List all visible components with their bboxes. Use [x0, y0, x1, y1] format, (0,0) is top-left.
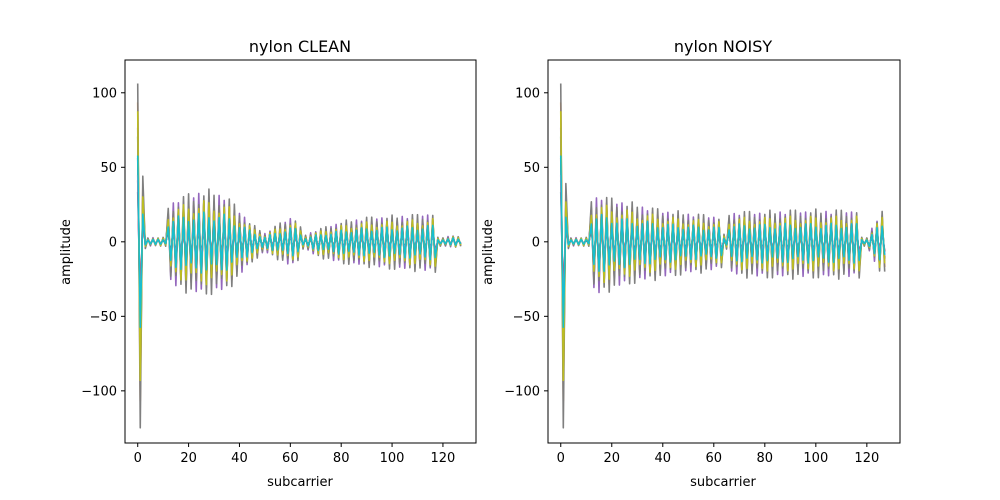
series-line-9	[136, 155, 462, 329]
y-tick-label: −50	[90, 310, 117, 325]
x-tick-label: 120	[431, 451, 456, 466]
x-tick-label: 60	[282, 451, 299, 466]
x-axis-label: subcarrier	[267, 475, 333, 490]
x-axis-label: subcarrier	[690, 475, 756, 490]
x-tick-label: 100	[380, 451, 405, 466]
axis-ticks: 0 20 40 60 80 100 120 −100 −50 0 50 100	[504, 86, 879, 466]
x-tick-label: 100	[803, 451, 828, 466]
series-lines	[559, 83, 886, 429]
y-tick-label: −50	[513, 310, 540, 325]
series-lines	[136, 83, 462, 429]
series-line-9	[559, 155, 886, 329]
chart-panel-noisy: nylon NOISY 0 20 40 60 80 100 120 −100 −50 0 50 100…	[481, 37, 901, 490]
chart-title: nylon CLEAN	[249, 37, 351, 56]
x-tick-label: 0	[134, 451, 142, 466]
x-tick-label: 20	[180, 451, 197, 466]
x-tick-label: 0	[557, 451, 565, 466]
x-tick-label: 80	[757, 451, 774, 466]
x-tick-label: 80	[333, 451, 350, 466]
plot-frame	[124, 59, 477, 444]
y-tick-label: 0	[109, 235, 117, 250]
y-tick-label: −100	[504, 384, 540, 399]
axis-ticks: 0 20 40 60 80 100 120 −100 −50 0 50 100	[81, 86, 455, 466]
y-axis-label: amplitude	[481, 219, 496, 285]
y-tick-label: 100	[515, 86, 540, 101]
x-tick-label: 20	[603, 451, 620, 466]
y-tick-label: 0	[532, 235, 540, 250]
x-tick-label: 40	[655, 451, 672, 466]
chart-title: nylon NOISY	[674, 37, 773, 56]
x-tick-label: 120	[854, 451, 879, 466]
y-tick-label: −100	[81, 384, 117, 399]
x-tick-label: 40	[231, 451, 248, 466]
x-tick-label: 60	[706, 451, 723, 466]
y-tick-label: 50	[100, 161, 117, 176]
y-tick-label: 50	[523, 161, 540, 176]
chart-panel-clean: nylon CLEAN 0 20 40 60 80 100 120 −100 −50 0 50 100…	[59, 37, 477, 490]
y-axis-label: amplitude	[59, 219, 74, 285]
y-tick-label: 100	[92, 86, 117, 101]
plot-frame	[547, 59, 901, 444]
